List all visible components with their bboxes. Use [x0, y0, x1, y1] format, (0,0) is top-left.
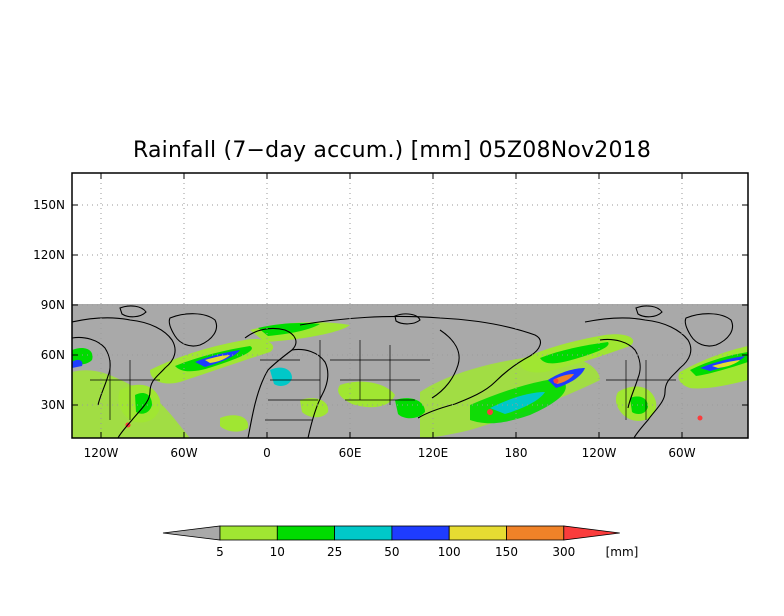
y-tick-label: 30N — [41, 398, 65, 412]
colorbar-level-label: 150 — [495, 545, 518, 559]
x-tick-label: 180 — [505, 446, 528, 460]
x-tick-label: 0 — [263, 446, 271, 460]
colorbar: 5 10 25 50 100 150 300 [mm] — [162, 525, 639, 559]
x-tick-label: 120W — [582, 446, 617, 460]
grid-lines — [72, 173, 748, 438]
x-tick-label: 60W — [668, 446, 695, 460]
colorbar-level-label: 10 — [270, 545, 285, 559]
y-axis: 150N 120N 90N 60N 30N — [33, 198, 748, 412]
x-tick-label: 60W — [170, 446, 197, 460]
colorbar-level-label: 50 — [384, 545, 399, 559]
colorbar-units-label: [mm] — [606, 545, 639, 559]
x-axis: 120W 60W 0 60E 120E 180 120W 60W — [84, 173, 696, 460]
colorbar-level-label: 300 — [552, 545, 575, 559]
colorbar-swatch — [219, 525, 278, 541]
x-tick-label: 120E — [418, 446, 449, 460]
colorbar-swatch — [334, 525, 393, 541]
x-tick-label: 120W — [84, 446, 119, 460]
colorbar-level-label: 100 — [438, 545, 461, 559]
coastlines — [72, 305, 734, 438]
colorbar-swatch — [391, 525, 450, 541]
colorbar-swatch — [506, 525, 565, 541]
y-tick-label: 60N — [41, 348, 65, 362]
country-borders — [90, 340, 676, 421]
rainfall-field — [72, 322, 748, 438]
y-tick-label: 150N — [33, 198, 65, 212]
y-tick-label: 120N — [33, 248, 65, 262]
y-tick-label: 90N — [41, 298, 65, 312]
colorbar-low-triangle — [162, 525, 221, 541]
colorbar-high-triangle — [563, 525, 620, 541]
map-title: Rainfall (7−day accum.) [mm] 05Z08Nov201… — [132, 138, 652, 163]
colorbar-level-label: 25 — [327, 545, 342, 559]
colorbar-level-label: 5 — [216, 545, 224, 559]
colorbar-swatch — [276, 525, 335, 541]
colorbar-swatch — [448, 525, 507, 541]
x-tick-label: 60E — [339, 446, 362, 460]
